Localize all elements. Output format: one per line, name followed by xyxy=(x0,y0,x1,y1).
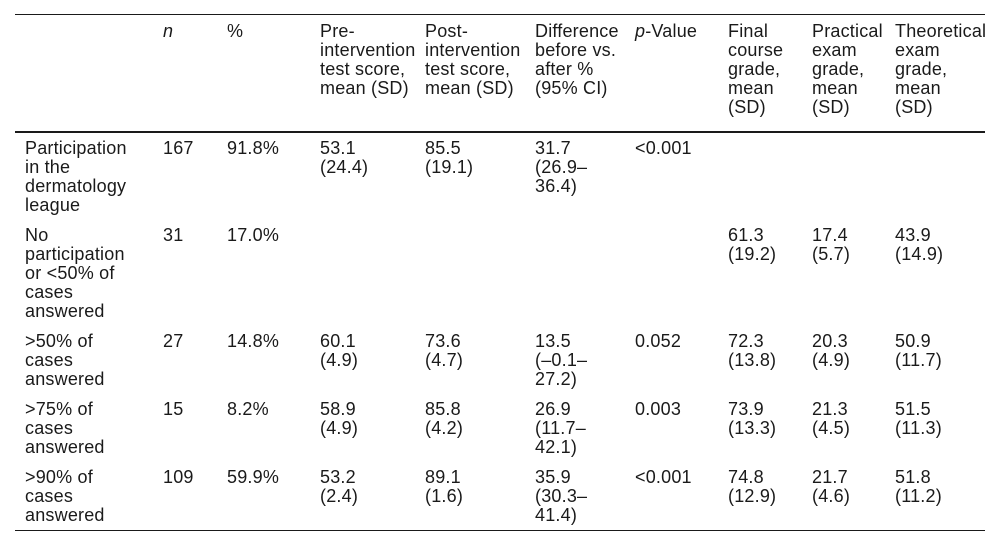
row-label: Participation in the dermatology league xyxy=(25,138,127,215)
cell-p-value xyxy=(635,220,728,326)
cell-post-test: 73.6 (4.7) xyxy=(425,331,464,370)
cell-pre-test: 53.2 (2.4) xyxy=(320,467,359,506)
cell-percent: 14.8% xyxy=(227,331,280,351)
cell-final-grade: 72.3 (13.8) xyxy=(728,331,777,370)
row-label: No participation or <50% of cases answer… xyxy=(25,225,125,321)
row-label: >75% of cases answered xyxy=(25,399,105,457)
column-header-row-label xyxy=(15,14,163,133)
table-row: Participation in the dermatology league … xyxy=(15,132,985,220)
cell-n: 27 xyxy=(163,331,184,351)
cell-theoretical-grade: 51.5 (11.3) xyxy=(895,399,942,438)
cell-difference: 13.5 (–0.1– 27.2) xyxy=(535,331,588,389)
cell-pre-test: 58.9 (4.9) xyxy=(320,399,359,438)
cell-pre-test: 60.1 (4.9) xyxy=(320,331,359,370)
cell-percent: 17.0% xyxy=(227,225,280,245)
column-header-theoretical-grade: Theoretical exam grade, mean (SD) xyxy=(895,14,986,133)
column-header-p-value: p-Value xyxy=(635,14,728,133)
column-header-difference: Difference before vs. after % (95% CI) xyxy=(535,14,635,133)
cell-n: 15 xyxy=(163,399,184,419)
cell-practical-grade xyxy=(812,132,895,220)
cell-percent: 91.8% xyxy=(227,138,280,158)
cell-percent: 59.9% xyxy=(227,467,280,487)
column-header-post-test: Post- intervention test score, mean (SD) xyxy=(425,14,535,133)
cell-p-value: 0.003 xyxy=(635,399,682,419)
cell-final-grade: 74.8 (12.9) xyxy=(728,467,777,506)
cell-theoretical-grade: 50.9 (11.7) xyxy=(895,331,942,370)
row-label: >90% of cases answered xyxy=(25,467,105,525)
cell-pre-test xyxy=(320,220,425,326)
cell-final-grade: 73.9 (13.3) xyxy=(728,399,777,438)
cell-p-value: <0.001 xyxy=(635,467,692,487)
table-row: >90% of cases answered 109 59.9% 53.2 (2… xyxy=(15,462,985,531)
cell-pre-test: 53.1 (24.4) xyxy=(320,138,369,177)
column-header-final-grade: Final course grade, mean (SD) xyxy=(728,14,812,133)
table-row: >75% of cases answered 15 8.2% 58.9 (4.9… xyxy=(15,394,985,462)
cell-difference: 35.9 (30.3– 41.4) xyxy=(535,467,588,525)
cell-n: 31 xyxy=(163,225,184,245)
cell-p-value: <0.001 xyxy=(635,138,692,158)
cell-difference xyxy=(535,220,635,326)
cell-practical-grade: 21.3 (4.5) xyxy=(812,399,851,438)
column-header-percent: % xyxy=(227,14,320,133)
cell-post-test: 85.8 (4.2) xyxy=(425,399,464,438)
cell-theoretical-grade: 51.8 (11.2) xyxy=(895,467,942,506)
column-header-n: n xyxy=(163,14,227,133)
table-row: >50% of cases answered 27 14.8% 60.1 (4.… xyxy=(15,326,985,394)
header-row: n % Pre- intervention test score, mean (… xyxy=(15,14,986,133)
cell-difference: 26.9 (11.7– 42.1) xyxy=(535,399,586,457)
cell-practical-grade: 21.7 (4.6) xyxy=(812,467,851,506)
cell-n: 109 xyxy=(163,467,194,487)
results-table-container: n % Pre- intervention test score, mean (… xyxy=(15,14,986,531)
cell-post-test: 89.1 (1.6) xyxy=(425,467,464,506)
cell-theoretical-grade: 43.9 (14.9) xyxy=(895,225,944,264)
cell-percent: 8.2% xyxy=(227,399,269,419)
cell-practical-grade: 17.4 (5.7) xyxy=(812,225,851,264)
cell-p-value: 0.052 xyxy=(635,331,682,351)
column-header-practical-grade: Practical exam grade, mean (SD) xyxy=(812,14,895,133)
results-table: n % Pre- intervention test score, mean (… xyxy=(15,14,986,531)
cell-practical-grade: 20.3 (4.9) xyxy=(812,331,851,370)
cell-post-test xyxy=(425,220,535,326)
column-header-pre-test: Pre- intervention test score, mean (SD) xyxy=(320,14,425,133)
table-row: No participation or <50% of cases answer… xyxy=(15,220,985,326)
cell-difference: 31.7 (26.9– 36.4) xyxy=(535,138,588,196)
cell-theoretical-grade xyxy=(895,132,985,220)
cell-post-test: 85.5 (19.1) xyxy=(425,138,474,177)
cell-final-grade xyxy=(728,132,812,220)
cell-n: 167 xyxy=(163,138,194,158)
row-label: >50% of cases answered xyxy=(25,331,105,389)
cell-final-grade: 61.3 (19.2) xyxy=(728,225,777,264)
